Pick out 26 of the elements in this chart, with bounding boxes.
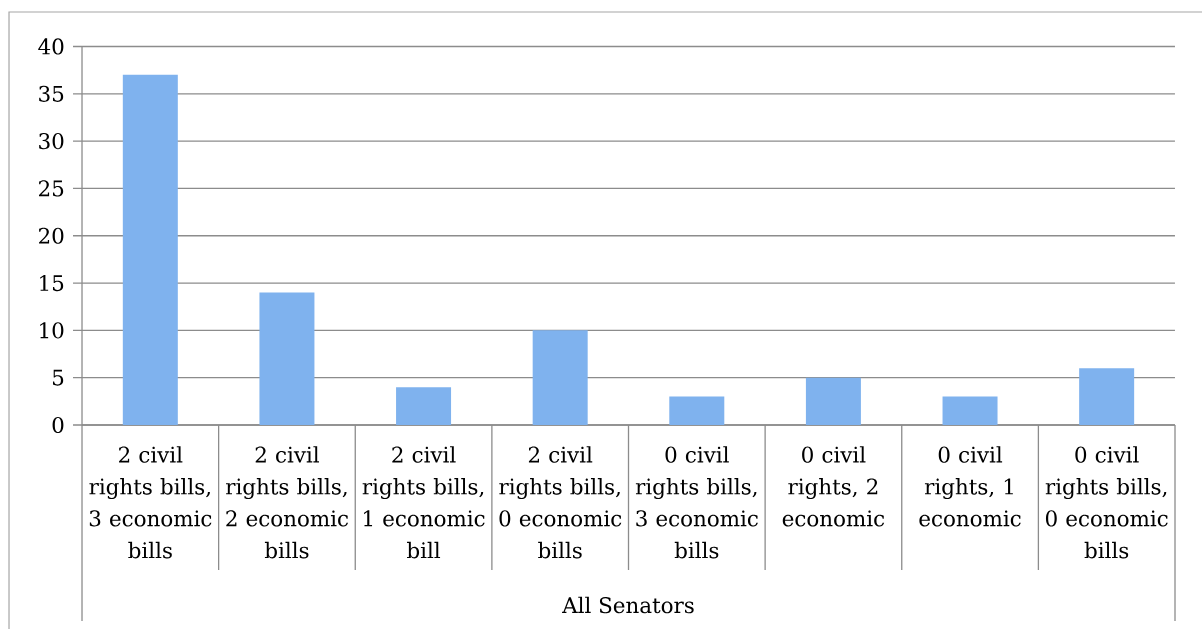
y-tick-label: 35 (39, 85, 64, 102)
x-tick-label: 0 civil rights, 2 economic (782, 446, 885, 527)
x-tick-label: 2 civil rights bills, 1 economic bill (362, 446, 485, 559)
x-tick-label: 2 civil rights bills, 0 economic bills (499, 446, 622, 559)
bar (532, 330, 588, 425)
x-tick-label: 0 civil rights bills, 0 economic bills (1045, 446, 1168, 559)
y-tick-label: 40 (38, 38, 64, 55)
x-tick-label: 0 civil rights, 1 economic (919, 446, 1021, 527)
bar (942, 396, 998, 425)
x-tick-label: 0 civil rights bills, 3 economic bills (635, 446, 758, 559)
bar (122, 74, 178, 425)
y-tick-label: 30 (39, 133, 64, 150)
y-tick-label: 5 (52, 369, 64, 386)
x-tick-label: 2 civil rights bills, 2 economic bills (226, 446, 349, 559)
x-tick-label: 2 civil rights bills, 3 economic bills (89, 446, 212, 559)
y-tick-label: 20 (39, 227, 64, 244)
bar (669, 396, 725, 425)
y-tick-label: 0 (52, 416, 64, 434)
bar (805, 377, 861, 425)
bar (1079, 368, 1135, 425)
bar (259, 292, 315, 425)
y-tick-label: 15 (40, 274, 64, 292)
y-tick-label: 10 (40, 322, 64, 339)
bar (396, 387, 452, 425)
y-tick-label: 25 (39, 180, 64, 197)
x-axis-title: All Senators (562, 596, 694, 614)
